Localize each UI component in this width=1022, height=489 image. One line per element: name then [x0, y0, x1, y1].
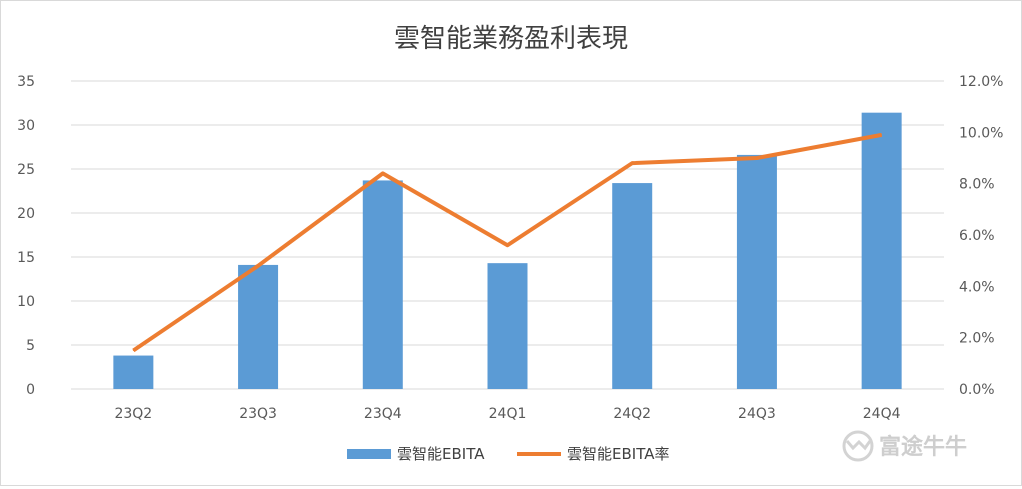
- line-series: [132, 132, 883, 353]
- legend: 雲智能EBITA 雲智能EBITA率: [347, 445, 669, 463]
- bar-24Q1: [487, 263, 528, 389]
- left-tick-label: 15: [17, 250, 35, 266]
- legend-label-line: 雲智能EBITA率: [567, 445, 669, 463]
- right-tick-label: 12.0%: [959, 74, 1003, 90]
- left-tick-label: 10: [17, 294, 35, 310]
- category-label: 23Q4: [364, 406, 402, 422]
- legend-swatch-bar: [347, 449, 391, 459]
- bar-series: [113, 112, 902, 390]
- bar-24Q4: [861, 112, 902, 390]
- right-tick-label: 6.0%: [959, 228, 995, 244]
- line-point-24Q3: [756, 157, 758, 159]
- bar-23Q2: [113, 355, 154, 389]
- category-label: 24Q4: [863, 406, 901, 422]
- watermark: 富途牛牛: [842, 430, 967, 462]
- right-tick-label: 8.0%: [959, 177, 995, 193]
- category-label: 24Q3: [738, 406, 776, 422]
- right-axis-ticks: 0.0% 2.0% 4.0% 6.0% 8.0% 10.0% 12.0%: [959, 74, 1003, 398]
- category-label: 24Q2: [613, 406, 651, 422]
- futu-bull-icon: [842, 430, 874, 462]
- left-tick-label: 5: [26, 338, 35, 354]
- bar-24Q3: [736, 154, 777, 389]
- left-tick-label: 35: [17, 74, 35, 90]
- bar-24Q2: [612, 183, 653, 389]
- left-axis-ticks: 0 5 10 15 20 25 30 35: [17, 74, 35, 398]
- category-labels: 23Q2 23Q3 23Q4 24Q1 24Q2 24Q3 24Q4: [114, 406, 900, 422]
- bar-23Q3: [238, 264, 279, 389]
- category-label: 23Q3: [239, 406, 277, 422]
- line-point-24Q2: [631, 162, 633, 164]
- bar-23Q4: [362, 180, 403, 389]
- category-label: 24Q1: [489, 406, 527, 422]
- line-point-24Q1: [507, 244, 508, 246]
- right-tick-label: 4.0%: [959, 279, 995, 295]
- watermark-text: 富途牛牛: [879, 434, 967, 460]
- line-point-23Q3: [257, 265, 259, 267]
- right-tick-label: 0.0%: [959, 382, 995, 398]
- left-tick-label: 20: [17, 206, 35, 222]
- left-tick-label: 25: [17, 162, 35, 178]
- category-label: 23Q2: [114, 406, 152, 422]
- left-tick-label: 30: [17, 118, 35, 134]
- chart-title: 雲智能業務盈利表現: [394, 24, 628, 54]
- line-point-23Q2: [132, 350, 134, 351]
- line-point-23Q4: [382, 172, 384, 174]
- left-tick-label: 0: [26, 382, 35, 398]
- right-tick-label: 2.0%: [959, 331, 995, 347]
- right-tick-label: 10.0%: [959, 125, 1003, 141]
- legend-label-bar: 雲智能EBITA: [397, 445, 485, 463]
- line-point-24Q4: [881, 134, 883, 136]
